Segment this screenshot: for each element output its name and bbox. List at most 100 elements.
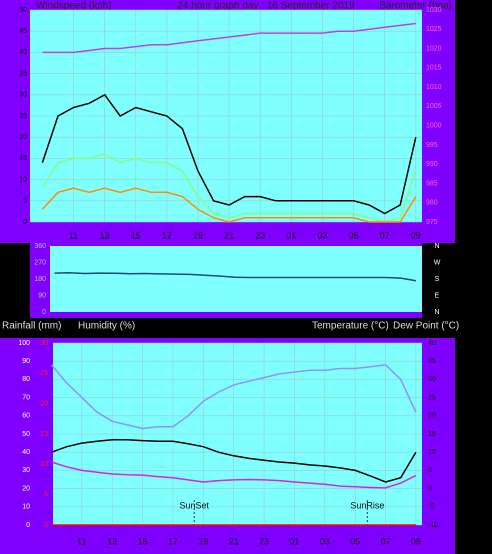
series-line: [54, 272, 417, 282]
plot-area: [50, 246, 422, 312]
chart-title: 24 hour graph day : 16 September 2019: [177, 1, 355, 12]
x-tick-label: 05: [349, 230, 359, 240]
y3-tick-label: 10: [40, 461, 48, 468]
y2-tick-label: S: [435, 276, 440, 283]
y2-tick-label: 5: [428, 467, 432, 474]
x-tick-label: 09: [411, 230, 421, 240]
y2-tick-label: 1015: [426, 65, 442, 72]
y2-tick-label: 1005: [426, 103, 442, 110]
y-tick-label: 40: [19, 49, 27, 56]
y3-tick-label: 20: [40, 401, 48, 408]
y-tick-label: 25: [19, 113, 27, 120]
y-tick-label: 60: [22, 413, 30, 420]
y-tick-label: 180: [34, 276, 46, 283]
x-tick-label: 23: [259, 536, 269, 546]
x-tick-label: 03: [320, 536, 330, 546]
y-tick-label: 40: [22, 449, 30, 456]
series-line: [41, 153, 417, 223]
y2-tick-label: N: [434, 309, 439, 316]
y2-tick-label: N: [434, 243, 439, 250]
y3-tick-label: 5: [44, 492, 48, 499]
y-tick-label: 10: [19, 176, 27, 183]
y2-tick-label: 980: [426, 200, 438, 207]
x-tick-label: 01: [289, 536, 299, 546]
x-tick-label: 17: [162, 230, 172, 240]
y-tick-label: 80: [22, 376, 30, 383]
y-tick-label: 70: [22, 394, 30, 401]
series-line: [42, 22, 416, 54]
y2-tick-label: 995: [426, 142, 438, 149]
y-tick-label: 45: [19, 28, 27, 35]
y-tick-label: 50: [19, 7, 27, 14]
y-tick-label: 90: [22, 358, 30, 365]
x-tick-label: 19: [198, 536, 208, 546]
y3-tick-label: 0: [44, 522, 48, 529]
x-tick-label: 23: [255, 230, 265, 240]
series-line: [50, 364, 417, 430]
y-tick-label: 10: [22, 504, 30, 511]
x-tick-label: 07: [381, 536, 391, 546]
y-tick-label: 5: [23, 198, 27, 205]
y-tick-label: 90: [38, 292, 46, 299]
x-tick-label: 09: [411, 536, 421, 546]
x-tick-label: 03: [317, 230, 327, 240]
series-line: [41, 93, 417, 215]
temperature-label: Temperature (°C): [312, 321, 389, 332]
y-tick-label: 50: [22, 431, 30, 438]
y-tick-label: 30: [19, 92, 27, 99]
y3-tick-label: 30: [40, 340, 48, 347]
x-tick-label: 11: [69, 230, 78, 240]
x-tick-label: 15: [138, 536, 148, 546]
y2-tick-label: 1020: [426, 45, 442, 52]
y2-tick-label: 1000: [426, 122, 442, 129]
y2-tick-label: 25: [428, 394, 436, 401]
series-line: [51, 439, 417, 483]
x-tick-label: 07: [380, 230, 390, 240]
y2-tick-label: 1025: [426, 26, 442, 33]
y2-tick-label: -10: [428, 522, 438, 529]
barometer-label: Barometer (hpa): [379, 1, 452, 12]
y2-tick-label: 1010: [426, 84, 442, 91]
y-tick-label: 30: [22, 467, 30, 474]
y-tick-label: 270: [34, 259, 46, 266]
y2-tick-label: W: [434, 259, 441, 266]
y2-tick-label: 1030: [426, 7, 442, 14]
y2-tick-label: 975: [426, 219, 438, 226]
y2-tick-label: 985: [426, 180, 438, 187]
annotation: SunRise: [350, 500, 384, 510]
y3-tick-label: 15: [40, 431, 48, 438]
x-tick-label: 21: [224, 230, 234, 240]
y-tick-label: 0: [23, 219, 27, 226]
y2-tick-label: 0: [428, 485, 432, 492]
series-line: [41, 187, 417, 223]
dewpoint-label: Dew Point (°C): [393, 321, 459, 332]
y2-tick-label: -5: [428, 504, 434, 511]
y-tick-label: 360: [34, 243, 46, 250]
x-tick-label: 01: [286, 230, 296, 240]
x-tick-label: 21: [229, 536, 239, 546]
y2-tick-label: 15: [428, 431, 436, 438]
x-tick-label: 11: [77, 536, 86, 546]
y3-tick-label: 25: [40, 370, 48, 377]
rain-label: Rainfall (mm): [2, 321, 61, 332]
x-tick-label: 15: [131, 230, 141, 240]
y-tick-label: 0: [42, 309, 46, 316]
x-tick-label: 13: [100, 230, 110, 240]
y2-tick-label: 20: [428, 413, 436, 420]
y2-tick-label: 990: [426, 161, 438, 168]
y2-tick-label: E: [435, 292, 440, 299]
y2-tick-label: 10: [428, 449, 436, 456]
x-tick-label: 17: [168, 536, 178, 546]
x-tick-label: 19: [193, 230, 203, 240]
annotation: SunSet: [179, 500, 209, 510]
y-tick-label: 0: [26, 522, 30, 529]
y2-tick-label: 40: [428, 340, 436, 347]
x-tick-label: 13: [107, 536, 117, 546]
y-tick-label: 20: [22, 485, 30, 492]
series-line: [51, 461, 417, 489]
y-tick-label: 20: [19, 134, 27, 141]
y2-tick-label: 35: [428, 358, 436, 365]
humidity-label: Humidity (%): [78, 321, 135, 332]
